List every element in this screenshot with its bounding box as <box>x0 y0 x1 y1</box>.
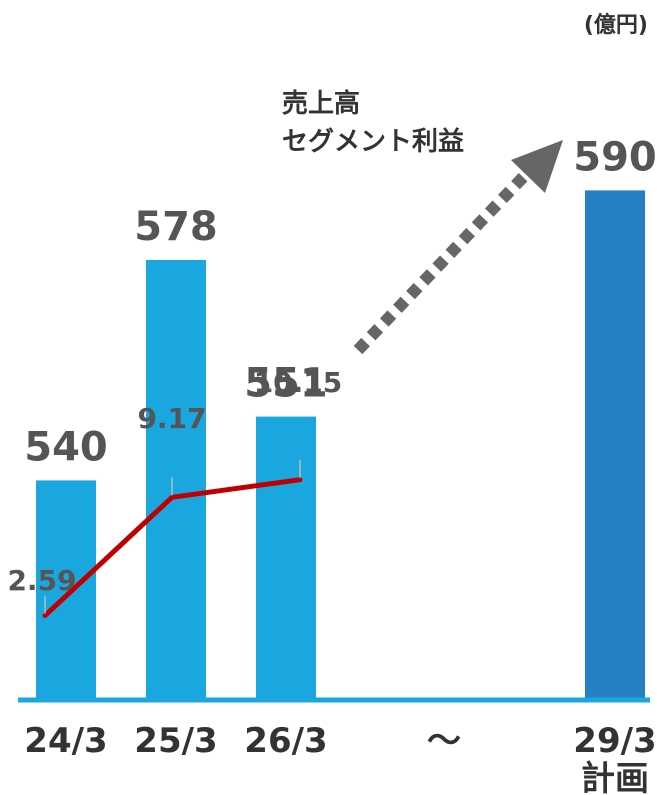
bar-value-label: 590 <box>573 134 657 180</box>
bar-25-3 <box>146 260 206 700</box>
plan-sublabel: 計画 <box>581 759 649 795</box>
line-value-label: 10.15 <box>254 366 343 399</box>
bar-24-3 <box>36 480 96 700</box>
line-value-label: 9.17 <box>137 402 206 435</box>
line-labels-group: 2.59 9.17 10.15 <box>7 366 342 597</box>
legend-sales: 売上高 <box>282 88 360 119</box>
line-value-label: 2.59 <box>7 564 76 597</box>
bar-labels-group: 540 578 551 590 <box>24 134 657 470</box>
x-tick-label: 26/3 <box>244 721 327 761</box>
trend-arrow <box>353 140 563 355</box>
legend-segment-profit: セグメント利益 <box>282 127 464 157</box>
bars-group <box>36 190 645 700</box>
x-tick-label: 29/3 <box>573 721 656 761</box>
segment-profit-line <box>42 477 303 619</box>
segment-profit-line-group <box>42 459 303 619</box>
bar-value-label: 578 <box>134 204 218 250</box>
axis-break-symbol: ～ <box>427 721 461 761</box>
bar-26-3 <box>256 416 316 700</box>
bar-value-label: 551 <box>244 361 328 407</box>
trend-arrow-head <box>511 140 563 193</box>
x-ticks-group: 24/3 25/3 26/3 29/3 <box>24 721 656 761</box>
x-tick-label: 25/3 <box>134 721 217 761</box>
x-tick-label: 24/3 <box>24 721 107 761</box>
bar-value-label: 540 <box>24 424 108 470</box>
unit-label: (億円) <box>584 12 648 38</box>
bar-29-3 <box>585 190 645 700</box>
trend-arrow-shaft <box>353 165 535 355</box>
